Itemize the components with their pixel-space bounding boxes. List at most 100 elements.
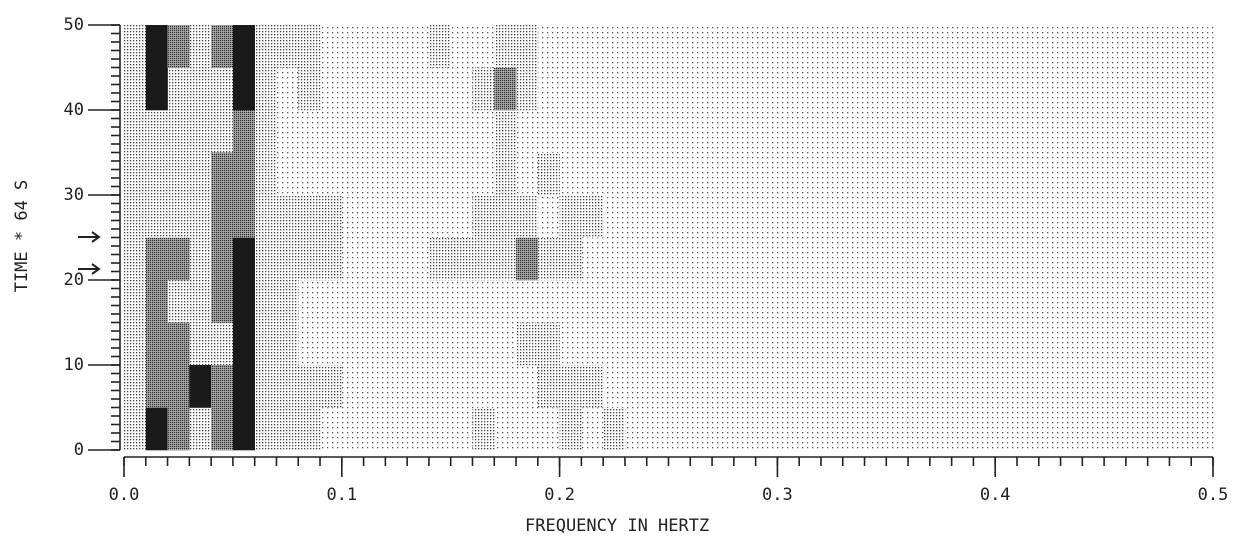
cell bbox=[1082, 195, 1105, 238]
cell bbox=[646, 365, 669, 408]
cell bbox=[1060, 280, 1083, 323]
cell bbox=[712, 237, 735, 281]
cell bbox=[624, 152, 648, 196]
cell bbox=[777, 152, 800, 196]
cell bbox=[124, 152, 147, 196]
cell bbox=[1104, 67, 1127, 111]
cell bbox=[1082, 280, 1105, 323]
cell bbox=[1082, 67, 1105, 111]
cell bbox=[537, 25, 560, 68]
cell bbox=[363, 407, 386, 451]
cell bbox=[211, 67, 234, 111]
x-tick-label: 0.2 bbox=[544, 485, 575, 505]
cell bbox=[1125, 25, 1148, 68]
cell bbox=[799, 110, 822, 153]
cell bbox=[690, 365, 713, 408]
cell bbox=[472, 365, 495, 408]
cell bbox=[232, 152, 255, 196]
cell bbox=[298, 195, 321, 238]
cell bbox=[232, 365, 255, 408]
cell bbox=[363, 280, 386, 323]
cell bbox=[995, 25, 1018, 68]
cell bbox=[1038, 25, 1061, 68]
cell bbox=[668, 322, 691, 366]
cell bbox=[124, 365, 147, 408]
cell bbox=[603, 407, 626, 451]
cell bbox=[472, 67, 495, 111]
cell bbox=[145, 25, 168, 68]
cell bbox=[1147, 152, 1170, 196]
cell bbox=[167, 237, 190, 281]
cell bbox=[951, 110, 974, 153]
cell bbox=[1016, 67, 1040, 111]
cell bbox=[842, 322, 865, 366]
cell bbox=[799, 237, 822, 281]
cell bbox=[167, 25, 190, 68]
cell bbox=[516, 280, 539, 323]
cell bbox=[428, 280, 451, 323]
cell bbox=[1104, 152, 1127, 196]
cell bbox=[211, 110, 234, 153]
cell bbox=[1125, 237, 1148, 281]
cell bbox=[298, 67, 321, 111]
cell bbox=[211, 365, 234, 408]
cell bbox=[298, 280, 321, 323]
cell bbox=[428, 110, 451, 153]
cell bbox=[799, 280, 822, 323]
cell bbox=[145, 365, 168, 408]
cell bbox=[450, 407, 473, 451]
cell bbox=[668, 67, 691, 111]
arrow-markers bbox=[78, 231, 101, 275]
cell bbox=[668, 237, 691, 281]
cell bbox=[1038, 67, 1061, 111]
cell bbox=[254, 25, 277, 68]
cell bbox=[755, 25, 778, 68]
cell bbox=[755, 280, 778, 323]
cell bbox=[864, 322, 887, 366]
cell bbox=[320, 195, 343, 238]
cell bbox=[189, 195, 212, 238]
cell bbox=[908, 322, 931, 366]
cell bbox=[951, 280, 974, 323]
cell bbox=[472, 152, 495, 196]
cell bbox=[581, 365, 604, 408]
cell bbox=[472, 195, 495, 238]
cell bbox=[211, 152, 234, 196]
cell bbox=[995, 322, 1018, 366]
cell bbox=[1060, 195, 1083, 238]
cell bbox=[973, 110, 996, 153]
cell bbox=[842, 365, 865, 408]
y-tick-label: 50 bbox=[64, 15, 84, 35]
cell bbox=[211, 322, 234, 366]
cell bbox=[276, 110, 299, 153]
cell bbox=[494, 280, 517, 323]
cell bbox=[1016, 195, 1040, 238]
cell bbox=[276, 280, 299, 323]
cell bbox=[1038, 152, 1061, 196]
cell bbox=[973, 407, 996, 451]
cell bbox=[624, 365, 648, 408]
cell bbox=[1147, 407, 1170, 451]
cell bbox=[995, 110, 1018, 153]
cell bbox=[995, 407, 1018, 451]
cell bbox=[842, 195, 865, 238]
cell bbox=[973, 25, 996, 68]
cell bbox=[646, 322, 669, 366]
cell bbox=[341, 322, 364, 366]
cell bbox=[712, 110, 735, 153]
cell bbox=[668, 110, 691, 153]
cell bbox=[341, 365, 364, 408]
cell bbox=[1191, 110, 1214, 153]
cell bbox=[1060, 407, 1083, 451]
cell bbox=[820, 25, 844, 68]
cell bbox=[516, 110, 539, 153]
cell bbox=[428, 365, 451, 408]
cell bbox=[385, 67, 408, 111]
cell bbox=[864, 407, 887, 451]
cell bbox=[145, 110, 168, 153]
cell bbox=[559, 365, 582, 408]
cell bbox=[341, 195, 364, 238]
cell bbox=[820, 407, 844, 451]
cell bbox=[363, 110, 386, 153]
